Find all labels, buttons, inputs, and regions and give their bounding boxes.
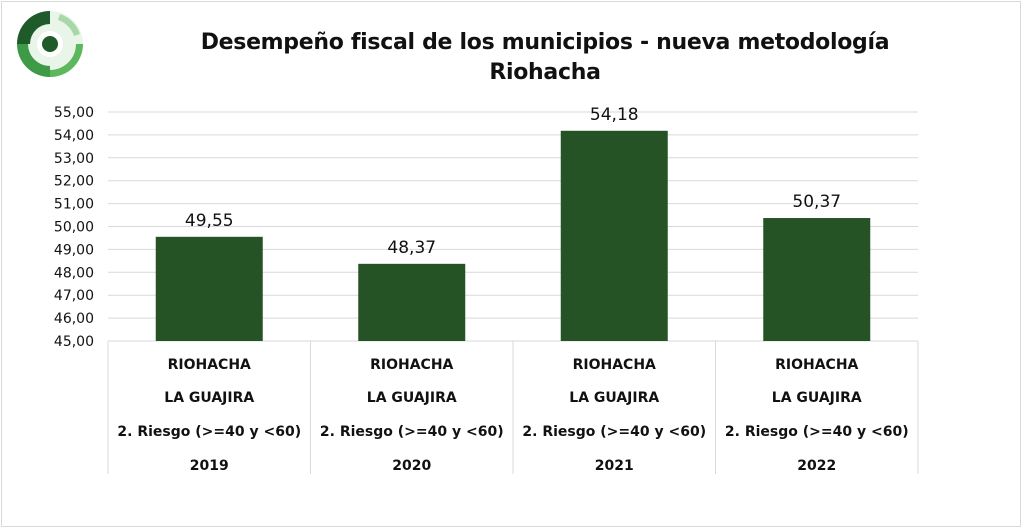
category-label: 2. Riesgo (>=40 y <60)	[117, 424, 301, 440]
y-tick-label: 47,00	[54, 288, 94, 304]
category-label: 2022	[797, 458, 836, 474]
category-label: LA GUAJIRA	[569, 390, 659, 406]
category-label: RIOHACHA	[775, 357, 858, 373]
data-label: 49,55	[185, 211, 234, 231]
y-tick-label: 54,00	[54, 128, 94, 144]
y-tick-label: 48,00	[54, 265, 94, 281]
y-tick-label: 45,00	[54, 334, 94, 350]
data-label: 50,37	[792, 192, 841, 212]
chart-title: Desempeño fiscal de los municipios - nue…	[200, 30, 890, 55]
data-label: 54,18	[590, 105, 639, 125]
category-label: LA GUAJIRA	[164, 390, 254, 406]
y-tick-label: 50,00	[54, 220, 94, 236]
category-label: LA GUAJIRA	[772, 390, 862, 406]
y-tick-label: 55,00	[54, 105, 94, 121]
logo-icon	[14, 8, 90, 84]
category-label: RIOHACHA	[168, 357, 251, 373]
category-label: 2. Riesgo (>=40 y <60)	[725, 424, 909, 440]
category-label: 2. Riesgo (>=40 y <60)	[320, 424, 504, 440]
category-label: 2020	[392, 458, 431, 474]
category-label: LA GUAJIRA	[367, 390, 457, 406]
data-label: 48,37	[387, 238, 436, 258]
y-tick-label: 46,00	[54, 311, 94, 327]
category-label: RIOHACHA	[370, 357, 453, 373]
chart-subtitle: Riohacha	[489, 60, 601, 85]
y-tick-label: 51,00	[54, 197, 94, 213]
bar	[763, 218, 871, 341]
y-tick-label: 53,00	[54, 151, 94, 167]
category-label: 2019	[190, 458, 229, 474]
bar	[358, 263, 466, 341]
y-tick-label: 49,00	[54, 242, 94, 258]
category-label: 2. Riesgo (>=40 y <60)	[522, 424, 706, 440]
y-tick-label: 52,00	[54, 174, 94, 190]
category-label: RIOHACHA	[573, 357, 656, 373]
bar	[560, 130, 668, 341]
bar	[155, 236, 263, 341]
category-label: 2021	[595, 458, 634, 474]
